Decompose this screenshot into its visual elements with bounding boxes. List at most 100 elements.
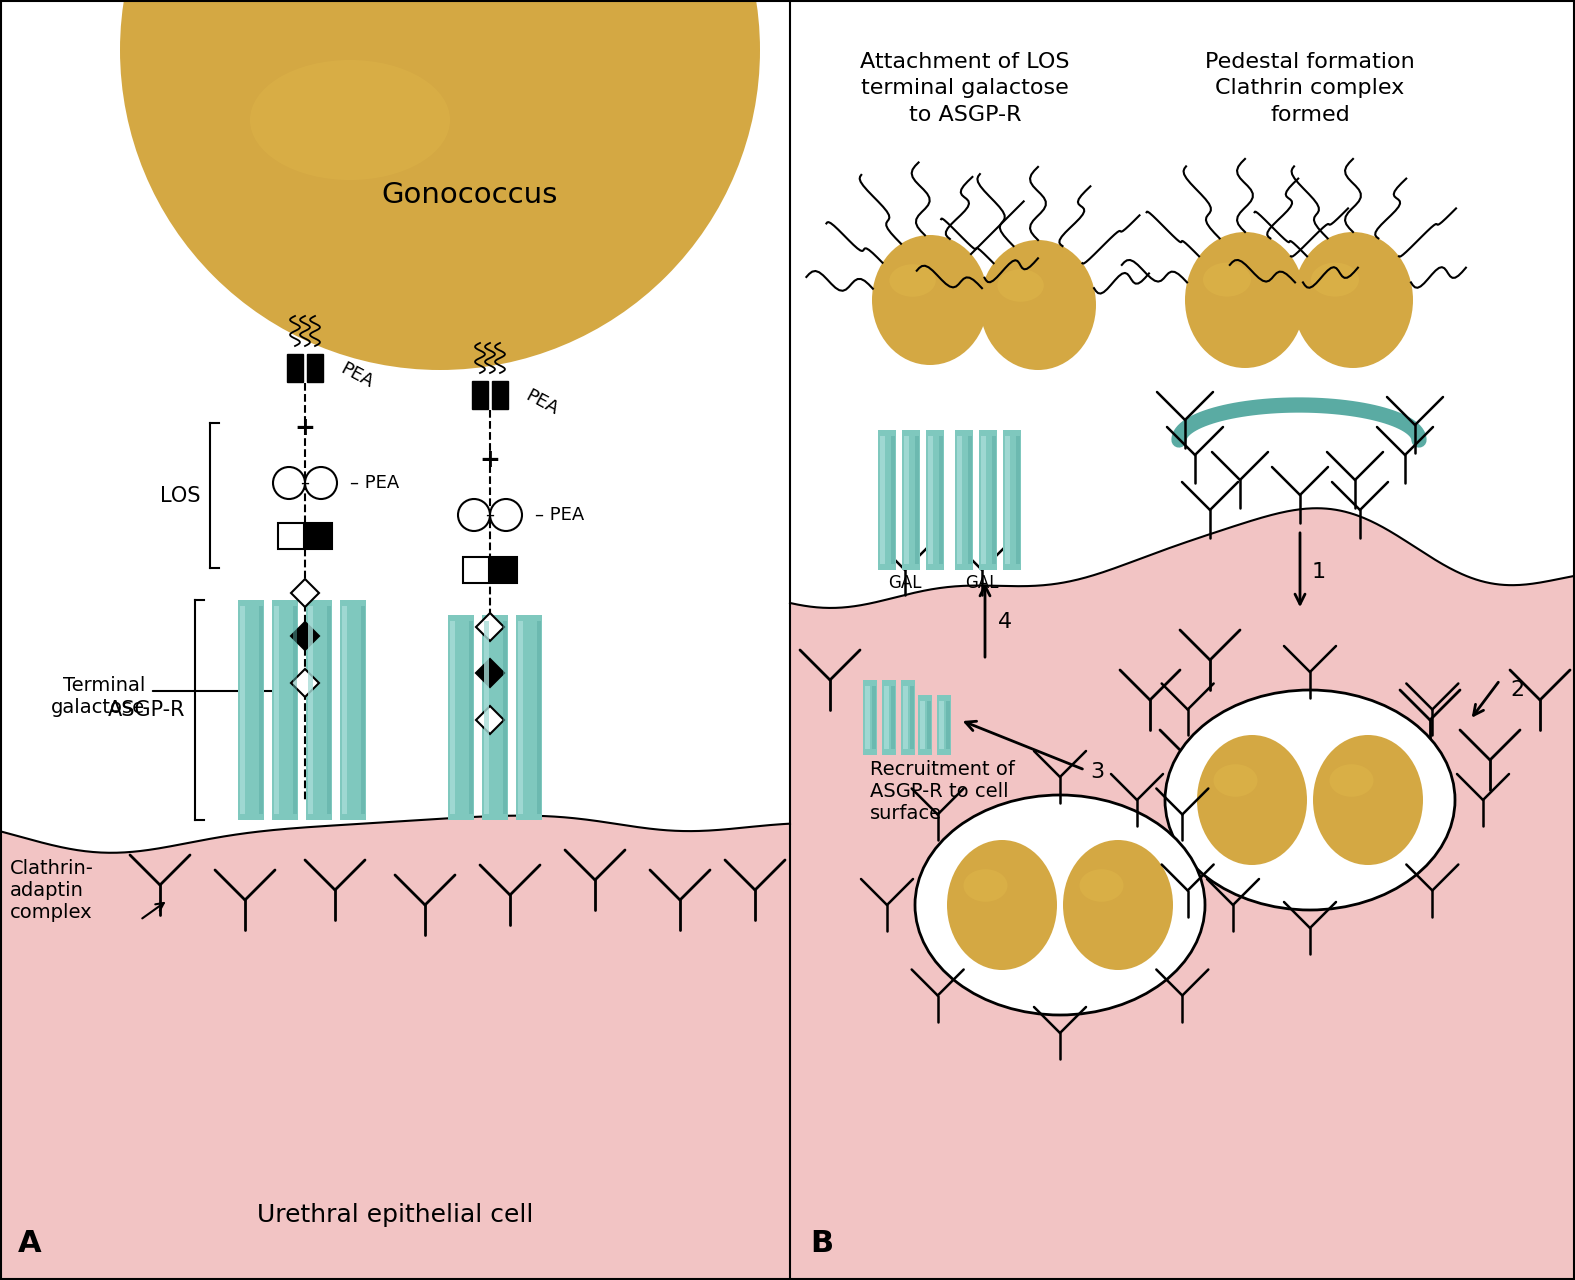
Bar (463, 557, 488, 582)
Bar (472, 381, 488, 410)
Bar (926, 430, 943, 570)
Text: 3: 3 (1090, 762, 1104, 782)
Bar (340, 600, 365, 820)
Polygon shape (791, 508, 1575, 1280)
Text: GAL: GAL (888, 573, 921, 591)
Bar (902, 430, 920, 570)
Ellipse shape (1329, 764, 1373, 796)
Text: – PEA: – PEA (350, 474, 398, 492)
Bar (307, 355, 323, 381)
Bar (484, 621, 488, 814)
Bar (279, 524, 304, 549)
Text: LOS: LOS (159, 485, 200, 506)
Text: –: – (301, 474, 310, 492)
Ellipse shape (1197, 735, 1307, 865)
Bar (306, 524, 332, 549)
Text: –: – (485, 506, 495, 524)
Ellipse shape (1079, 869, 1123, 901)
Polygon shape (291, 669, 320, 698)
Polygon shape (476, 707, 504, 733)
Bar (1016, 436, 1021, 564)
Text: +: + (479, 448, 501, 472)
Bar (904, 436, 909, 564)
Ellipse shape (947, 840, 1057, 970)
Bar (939, 701, 943, 749)
Ellipse shape (1213, 764, 1257, 796)
Text: Urethral epithelial cell: Urethral epithelial cell (257, 1203, 534, 1228)
Text: 2: 2 (1510, 680, 1525, 700)
Bar (980, 430, 997, 570)
Polygon shape (0, 815, 791, 1280)
Ellipse shape (964, 869, 1008, 901)
Text: Gonococcus: Gonococcus (381, 180, 558, 209)
Bar (469, 621, 472, 814)
Ellipse shape (915, 795, 1205, 1015)
Bar (958, 436, 962, 564)
Ellipse shape (1063, 840, 1173, 970)
Ellipse shape (1310, 262, 1359, 297)
Bar (954, 430, 973, 570)
Circle shape (490, 499, 521, 531)
Ellipse shape (997, 269, 1044, 302)
Bar (239, 605, 246, 814)
Bar (502, 621, 507, 814)
Text: ASGP-R: ASGP-R (107, 700, 184, 719)
Ellipse shape (250, 60, 450, 180)
Bar (258, 605, 263, 814)
Bar (880, 436, 885, 564)
Text: +: + (295, 416, 315, 440)
Bar (915, 436, 918, 564)
Bar (306, 600, 332, 820)
Text: Recruitment of
ASGP-R to cell
surface: Recruitment of ASGP-R to cell surface (869, 760, 1014, 823)
Bar (873, 686, 876, 749)
Bar (1003, 430, 1021, 570)
Bar (537, 621, 540, 814)
Text: A: A (17, 1229, 41, 1258)
Ellipse shape (1166, 690, 1455, 910)
Bar (447, 614, 474, 820)
Bar (1005, 436, 1010, 564)
Bar (328, 605, 331, 814)
Text: Terminal
galactose: Terminal galactose (50, 676, 145, 717)
Bar (882, 680, 896, 755)
Bar (287, 355, 302, 381)
Bar (491, 557, 517, 582)
Bar (491, 381, 509, 410)
Circle shape (120, 0, 761, 370)
Bar (517, 614, 542, 820)
Text: Clathrin-
adaptin
complex: Clathrin- adaptin complex (9, 859, 94, 922)
Circle shape (306, 467, 337, 499)
Bar (309, 605, 313, 814)
Text: Attachment of LOS
terminal galactose
to ASGP-R: Attachment of LOS terminal galactose to … (860, 52, 1069, 124)
Text: PEA: PEA (521, 387, 561, 419)
Text: PEA: PEA (337, 360, 376, 392)
Bar (992, 436, 995, 564)
Bar (361, 605, 365, 814)
Polygon shape (476, 659, 504, 687)
Ellipse shape (1314, 735, 1422, 865)
Bar (272, 600, 298, 820)
Bar (450, 621, 455, 814)
Polygon shape (291, 579, 320, 607)
Ellipse shape (890, 264, 936, 297)
Bar (884, 686, 888, 749)
Bar (928, 701, 931, 749)
Bar (928, 436, 932, 564)
Circle shape (272, 467, 306, 499)
Text: 1: 1 (1312, 562, 1326, 582)
Ellipse shape (873, 236, 988, 365)
Bar (981, 436, 986, 564)
Bar (937, 695, 951, 755)
Bar (238, 600, 265, 820)
Bar (342, 605, 346, 814)
Bar (947, 701, 950, 749)
Bar (863, 680, 877, 755)
Circle shape (458, 499, 490, 531)
Bar (877, 430, 896, 570)
Bar (918, 695, 932, 755)
Bar (902, 686, 909, 749)
Bar (865, 686, 869, 749)
Bar (274, 605, 279, 814)
Bar (891, 436, 895, 564)
Bar (891, 686, 895, 749)
